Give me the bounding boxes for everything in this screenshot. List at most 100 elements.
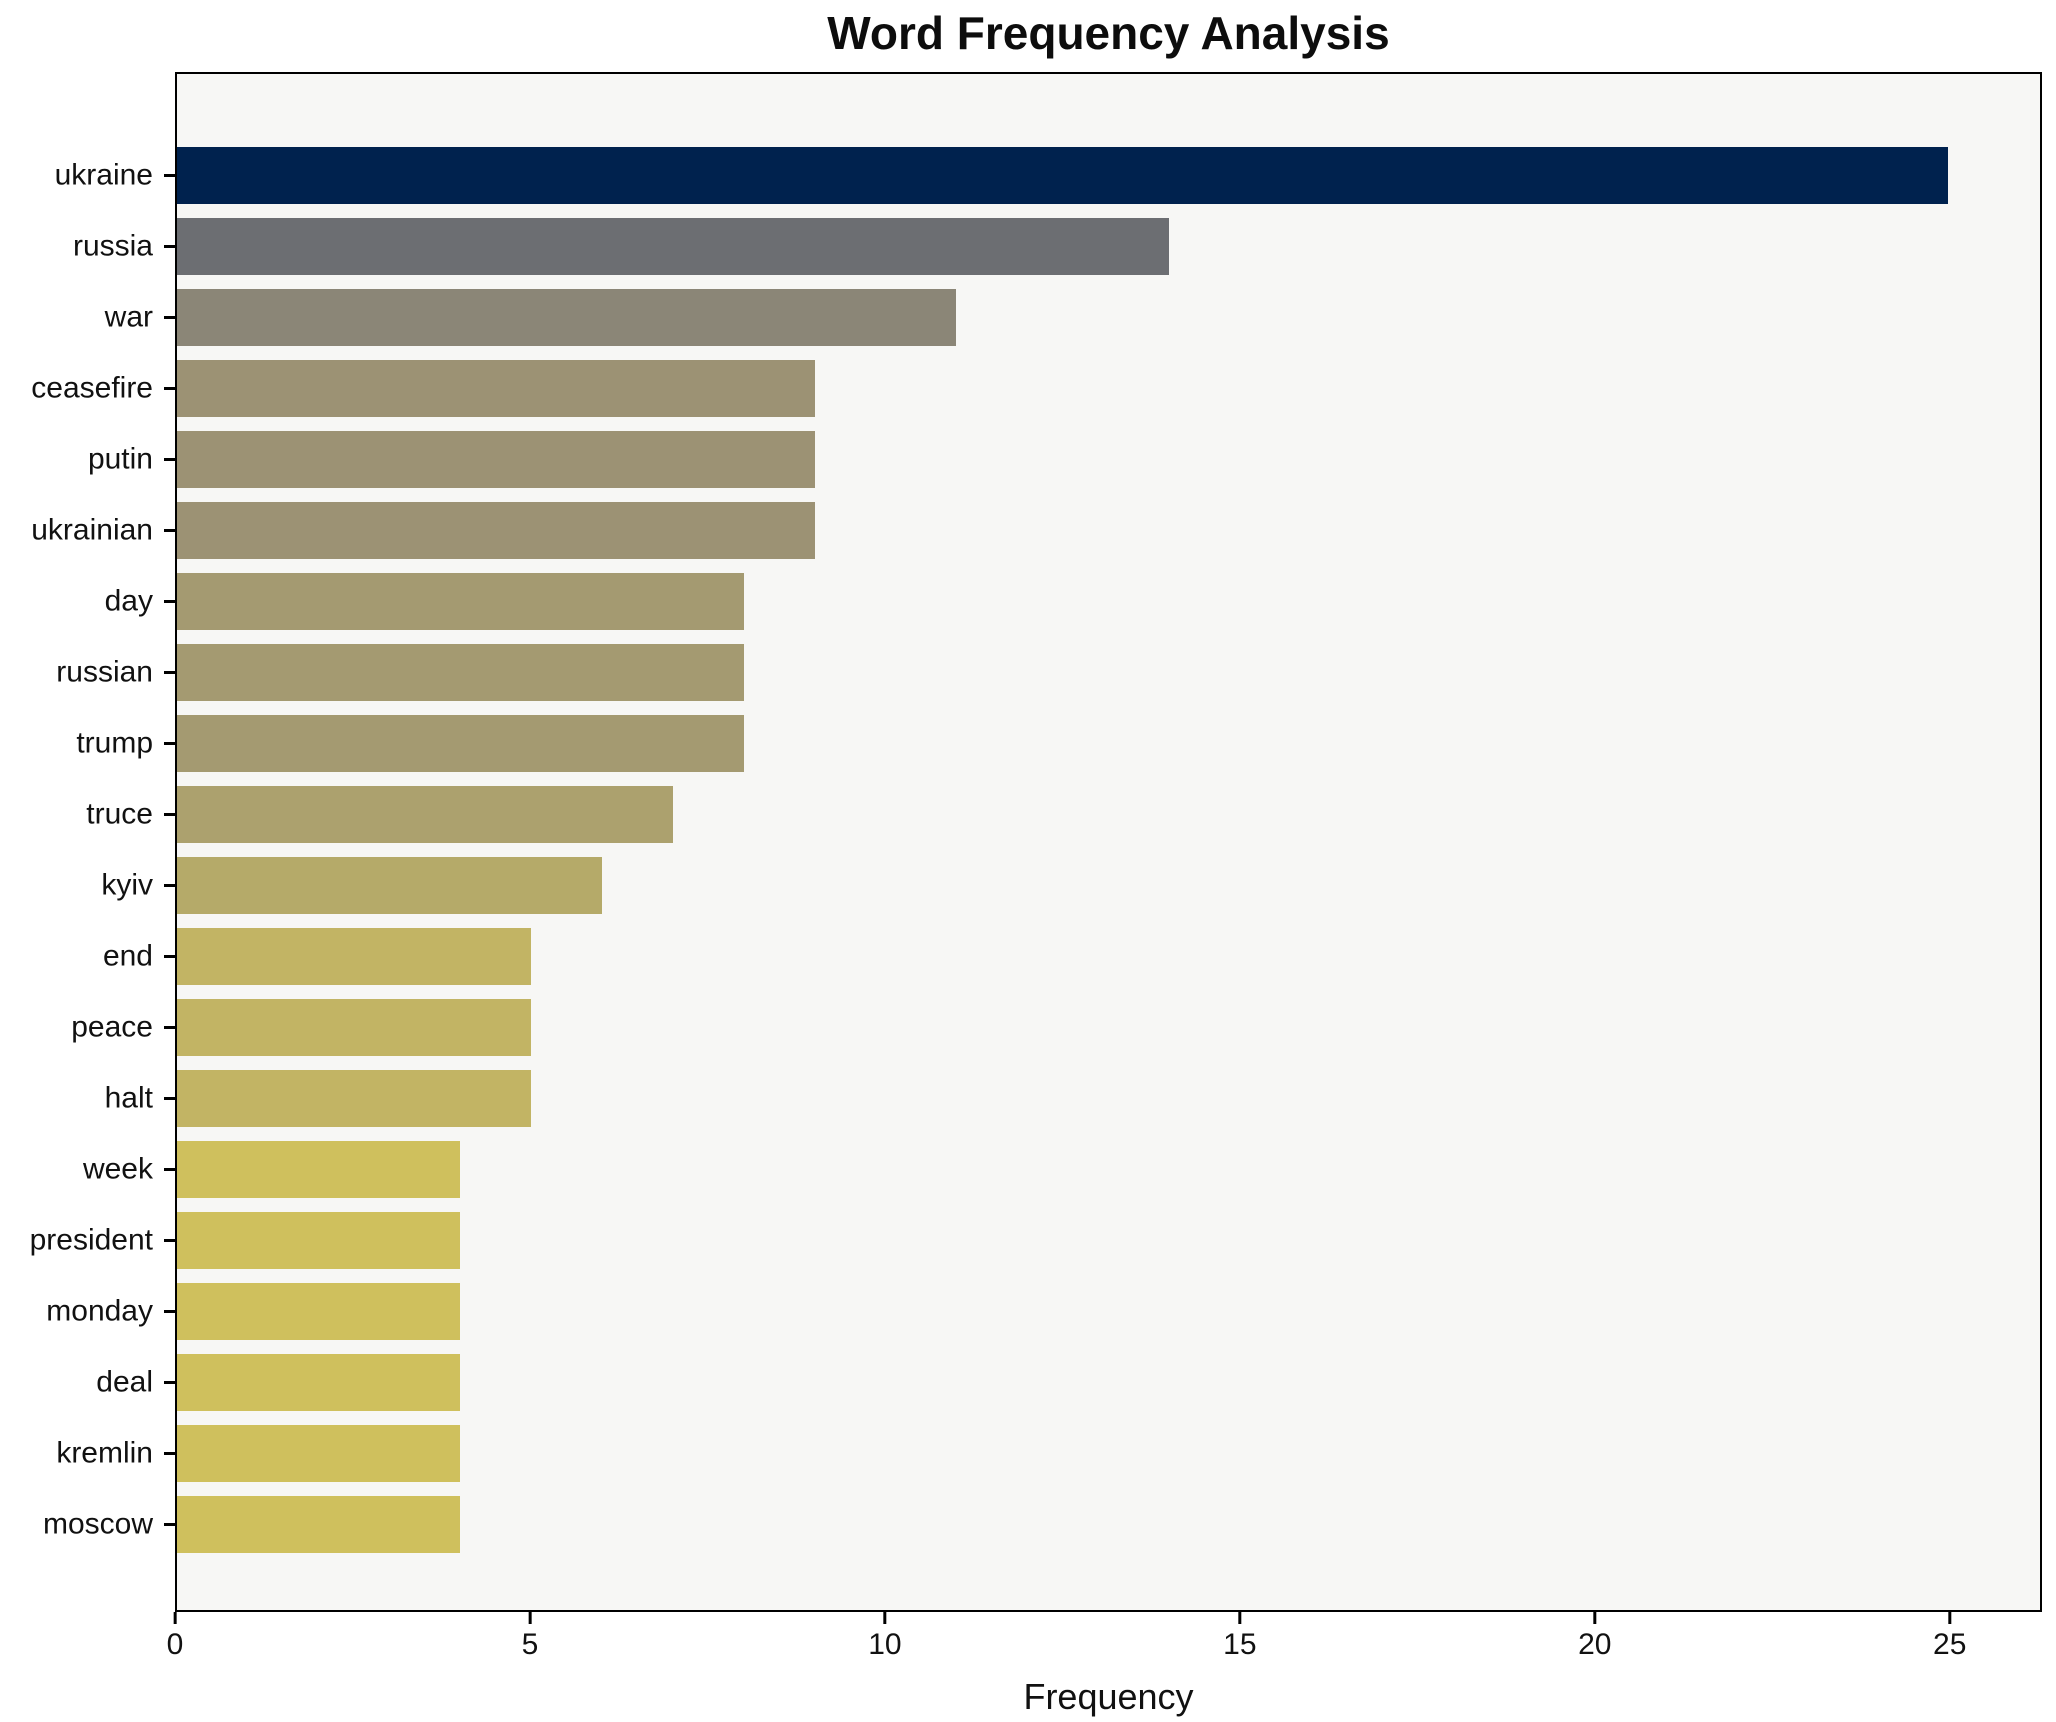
y-tick-mark xyxy=(164,1168,175,1171)
x-tick-label: 25 xyxy=(1933,1628,1967,1661)
bar-row: halt xyxy=(105,1063,2040,1134)
x-tick-label: 15 xyxy=(1223,1628,1257,1661)
y-tick-mark xyxy=(164,316,175,319)
x-tick: 20 xyxy=(1578,1612,1611,1660)
y-tick-mark xyxy=(164,742,175,745)
y-tick-mark xyxy=(164,387,175,390)
y-tick-label: week xyxy=(82,1151,153,1185)
y-tick-mark xyxy=(164,813,175,816)
y-tick-label: ukraine xyxy=(54,157,153,191)
y-tick-mark xyxy=(164,529,175,532)
bar xyxy=(177,147,1948,204)
bar xyxy=(177,573,744,630)
y-tick-label: russia xyxy=(72,228,153,262)
bar xyxy=(177,644,744,701)
bar xyxy=(177,502,815,559)
x-tick-label: 5 xyxy=(521,1628,539,1661)
bar xyxy=(177,360,815,417)
x-tick-label: 10 xyxy=(868,1628,902,1661)
x-tick: 0 xyxy=(166,1612,184,1661)
bar xyxy=(177,1496,461,1553)
x-tick-mark xyxy=(1593,1612,1597,1624)
y-tick-mark xyxy=(164,1026,175,1029)
bar-row: russian xyxy=(56,637,2040,708)
bar-row: russia xyxy=(73,211,2040,282)
y-tick-label: ukrainian xyxy=(31,512,153,546)
y-tick-label: kremlin xyxy=(56,1435,153,1469)
bar xyxy=(177,1070,532,1127)
bar-row: trump xyxy=(76,708,2040,779)
bar-row: kremlin xyxy=(56,1418,2040,1489)
x-tick-mark xyxy=(528,1612,532,1624)
y-tick-mark xyxy=(164,884,175,887)
y-tick-label: deal xyxy=(96,1364,153,1398)
y-tick-label: war xyxy=(104,299,153,333)
bar xyxy=(177,1283,461,1340)
y-tick-mark xyxy=(164,1523,175,1526)
y-tick-label: end xyxy=(102,938,153,972)
x-axis-title: Frequency xyxy=(1023,1676,1194,1717)
y-tick-label: day xyxy=(104,583,153,617)
bar-row: end xyxy=(103,921,2040,992)
bar xyxy=(177,1141,461,1198)
bar-row: week xyxy=(83,1134,2040,1205)
y-tick-mark xyxy=(164,1452,175,1455)
x-tick: 25 xyxy=(1933,1612,1966,1660)
bar-row: day xyxy=(105,566,2040,637)
y-tick-mark xyxy=(164,1239,175,1242)
bar xyxy=(177,431,815,488)
bar xyxy=(177,1354,461,1411)
y-tick-mark xyxy=(164,955,175,958)
y-tick-label: halt xyxy=(104,1080,153,1114)
bar-row: monday xyxy=(46,1276,2040,1347)
bar-row: ukraine xyxy=(55,140,2040,211)
y-tick-mark xyxy=(164,245,175,248)
bar xyxy=(177,857,603,914)
x-tick-mark xyxy=(1238,1612,1242,1624)
bar-row: putin xyxy=(88,424,2040,495)
bar-row: war xyxy=(105,282,2040,353)
y-tick-mark xyxy=(164,174,175,177)
y-tick-label: moscow xyxy=(42,1506,153,1540)
bar xyxy=(177,786,673,843)
y-tick-label: putin xyxy=(87,441,153,475)
bar-row: ukrainian xyxy=(31,495,2040,566)
x-tick: 5 xyxy=(521,1612,539,1661)
y-tick-mark xyxy=(164,671,175,674)
y-tick-mark xyxy=(164,600,175,603)
y-tick-label: president xyxy=(29,1222,153,1256)
bar-row: peace xyxy=(71,992,2040,1063)
chart-title: Word Frequency Analysis xyxy=(827,7,1390,59)
y-tick-label: truce xyxy=(86,796,153,830)
y-tick-mark xyxy=(164,1310,175,1313)
y-tick-mark xyxy=(164,1097,175,1100)
bar xyxy=(177,1425,461,1482)
y-tick-label: monday xyxy=(46,1293,153,1327)
x-tick-mark xyxy=(173,1612,177,1624)
bar xyxy=(177,715,744,772)
bar xyxy=(177,1212,461,1269)
bar-row: deal xyxy=(96,1347,2040,1418)
x-tick: 15 xyxy=(1223,1612,1257,1661)
y-tick-label: russian xyxy=(56,654,153,688)
bar xyxy=(177,289,957,346)
x-tick-mark xyxy=(1948,1612,1952,1624)
bar xyxy=(177,928,532,985)
x-tick-mark xyxy=(883,1612,887,1624)
x-tick: 10 xyxy=(868,1612,902,1661)
y-tick-mark xyxy=(164,458,175,461)
bar-row: president xyxy=(30,1205,2040,1276)
bar xyxy=(177,999,532,1056)
bar-row: ceasefire xyxy=(31,353,2040,424)
bar xyxy=(177,218,1169,275)
y-tick-label: peace xyxy=(71,1009,153,1043)
x-axis: 0 5 10 15 20 25 xyxy=(167,1612,2042,1672)
bars-container: ukraine russia war ceasefire putin ukrai… xyxy=(30,140,2040,1560)
y-tick-label: trump xyxy=(76,725,153,759)
plot-area: ukraine russia war ceasefire putin ukrai… xyxy=(30,72,2042,1612)
x-tick-label: 0 xyxy=(166,1628,184,1661)
y-tick-mark xyxy=(164,1381,175,1384)
x-tick-label: 20 xyxy=(1578,1628,1612,1661)
y-tick-label: kyiv xyxy=(101,867,153,901)
